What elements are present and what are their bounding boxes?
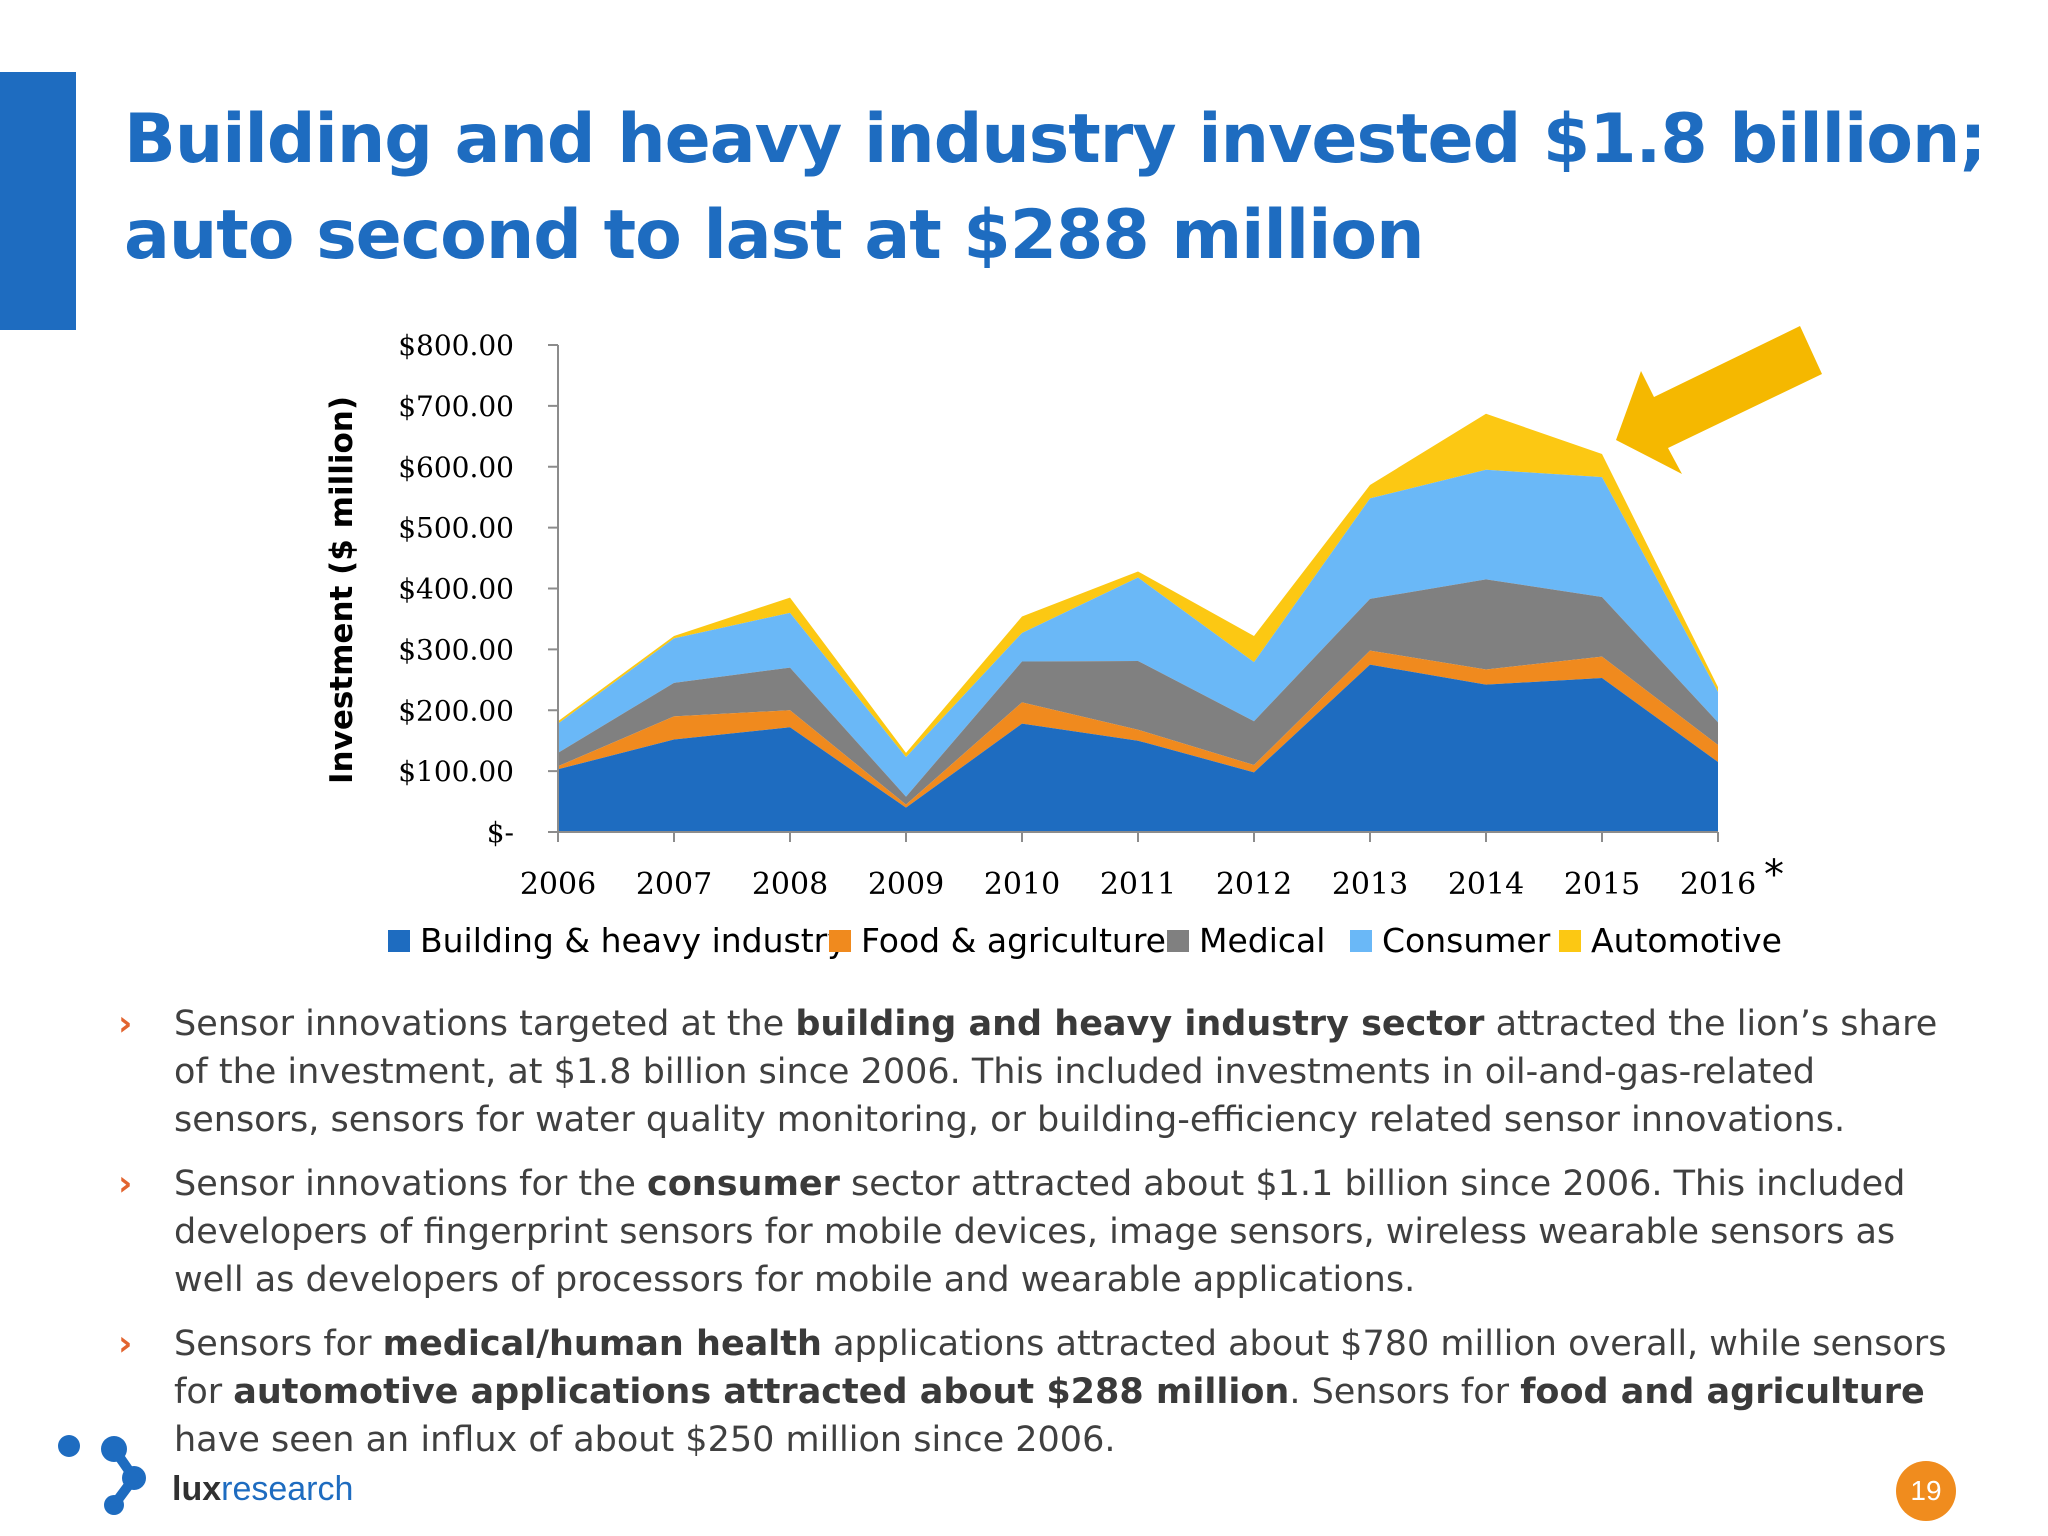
x-tick-label: 2016 (1680, 867, 1756, 902)
bullet-chevron-icon: › (118, 1004, 133, 1044)
x-tick-label: 2007 (636, 867, 712, 902)
x-tick-label: 2011 (1100, 867, 1176, 902)
y-tick-label: $500.00 (398, 512, 514, 545)
investment-area-chart: $- $100.00 $200.00 $300.00 $400.00 $500.00 $60… (324, 326, 1822, 960)
bullet-item: › Sensors for medical/human health applic… (118, 1320, 1948, 1464)
bullet-text: sector attracted about $1.1 billion sinc… (174, 1164, 1906, 1300)
title-accent-bar (0, 72, 76, 330)
y-tick-label: $300.00 (398, 633, 514, 666)
bullet-emphasis-text: automotive applications attracted about … (233, 1372, 1290, 1412)
lux-network-dots-icon (58, 1435, 146, 1515)
slide-title: Building and heavy industry invested $1.… (124, 92, 2004, 284)
bullet-emphasis-text: consumer (646, 1164, 840, 1204)
legend-swatch (388, 930, 410, 952)
y-tick-label: $- (487, 816, 514, 849)
x-tick-label: 2012 (1216, 867, 1292, 902)
slide-title-line-1: Building and heavy industry invested $1.… (124, 100, 1987, 179)
x-tick-label: 2015 (1564, 867, 1640, 902)
x-tick-label: 2013 (1332, 867, 1408, 902)
slide-title-line-2: auto second to last at $288 million (124, 196, 1425, 275)
bullet-item: › Sensor innovations for the consumer sec… (118, 1160, 1948, 1304)
bullet-text: have seen an influx of about $250 millio… (174, 1420, 1116, 1460)
bullet-emphasis-text: food and agriculture (1520, 1372, 1925, 1412)
legend-label: Food & agriculture (861, 921, 1166, 960)
area-series-consumer (558, 469, 1718, 797)
bullet-emphasis-text: medical/human health (382, 1324, 822, 1364)
area-series-medical (558, 579, 1718, 805)
y-tick-label: $800.00 (398, 329, 514, 362)
y-axis-title: Investment ($ million) (324, 396, 360, 784)
y-tick-label: $200.00 (398, 694, 514, 727)
area-series-food-agriculture (558, 650, 1718, 808)
legend-label: Consumer (1382, 921, 1551, 960)
page-number-badge: 19 (1896, 1461, 1956, 1521)
y-tick-label: $700.00 (398, 390, 514, 423)
bullet-chevron-icon: › (118, 1324, 133, 1364)
x-tick-label: 2014 (1448, 867, 1524, 902)
lux-research-logo: luxresearch (172, 1470, 354, 1508)
area-series-building-heavy-industry (558, 664, 1718, 832)
x-tick-label: 2008 (752, 867, 828, 902)
legend-label: Automotive (1591, 921, 1782, 960)
bullet-text: Sensor innovations for the (174, 1164, 647, 1204)
legend-label: Medical (1199, 921, 1325, 960)
bullet-item: › Sensor innovations targeted at the buil… (118, 1000, 1948, 1144)
x-tick-label: 2010 (984, 867, 1060, 902)
legend-swatch (1350, 930, 1372, 952)
callout-arrow-icon (1616, 326, 1822, 474)
y-tick-label: $100.00 (398, 755, 514, 788)
legend-swatch (829, 930, 851, 952)
y-tick-label: $600.00 (398, 451, 514, 484)
bullet-emphasis-text: building and heavy industry sector (795, 1004, 1485, 1044)
bullet-text: . Sensors for (1289, 1372, 1521, 1412)
bullet-list: › Sensor innovations targeted at the buil… (118, 1000, 1948, 1480)
bullet-chevron-icon: › (118, 1164, 133, 1204)
x-tick-label: 2006 (520, 867, 596, 902)
legend-swatch (1559, 930, 1581, 952)
x-tick-label: 2009 (868, 867, 944, 902)
bullet-text: Sensors for (174, 1324, 383, 1364)
bullet-text: applications attracted about $780 millio… (174, 1324, 1947, 1412)
legend-swatch (1167, 930, 1189, 952)
legend-label: Building & heavy industry (420, 921, 847, 960)
y-tick-label: $400.00 (398, 573, 514, 606)
footnote-asterisk: * (1764, 852, 1784, 898)
bullet-text: attracted the lion’s share of the invest… (174, 1004, 1938, 1140)
bullet-text: Sensor innovations targeted at the (174, 1004, 796, 1044)
